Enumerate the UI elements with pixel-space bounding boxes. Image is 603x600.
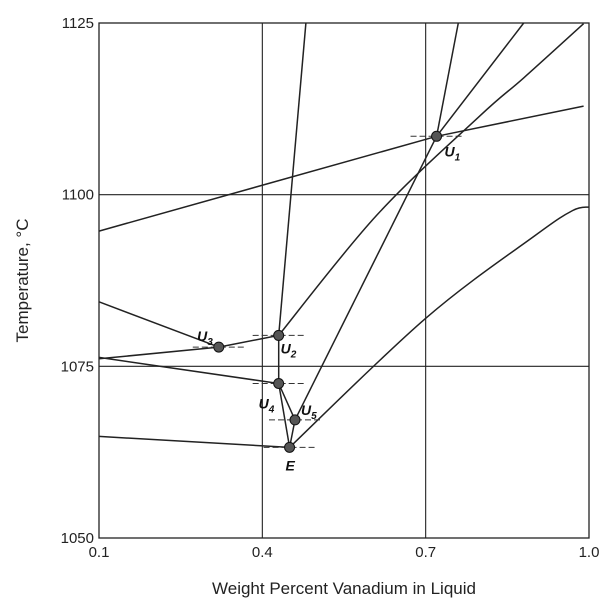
phase-boundary-curve: [98, 435, 290, 449]
invariant-point-label: U3: [197, 328, 213, 348]
y-tick-label: 1075: [61, 358, 94, 375]
invariant-point-marker: [213, 341, 225, 353]
point-layer: U1 U2 U3 U4 U5 E: [192, 130, 463, 473]
invariant-point-label: U2: [281, 340, 297, 360]
x-tick-label: 0.4: [252, 544, 273, 561]
phase-boundary-curve: [278, 23, 585, 336]
phase-boundary-curve: [294, 135, 438, 421]
invariant-point-marker: [284, 441, 296, 453]
phase-boundary-curve: [277, 383, 291, 448]
phase-boundary-curve: [277, 22, 307, 336]
y-tick-labels: 1050 1075 1100 1125: [61, 15, 94, 547]
x-tick-label: 1.0: [579, 544, 600, 561]
invariant-point-label: U4: [259, 396, 275, 416]
phase-boundary-curve: [98, 301, 220, 348]
grid-lines: [99, 23, 589, 538]
y-tick-label: 1050: [61, 530, 94, 547]
curve-layer: [98, 22, 590, 449]
invariant-point-marker: [431, 130, 443, 142]
x-tick-label: 0.1: [89, 544, 110, 561]
y-tick-label: 1125: [62, 15, 94, 32]
phase-boundary-curve: [98, 135, 437, 232]
invariant-point-label: U1: [445, 143, 461, 163]
phase-boundary-curve: [289, 206, 590, 448]
x-axis-title: Weight Percent Vanadium in Liquid: [212, 579, 476, 598]
phase-boundary-curve: [98, 356, 279, 385]
invariant-point-label: U5: [301, 402, 317, 422]
plot-frame: [98, 22, 590, 539]
y-tick-label: 1100: [62, 187, 94, 204]
invariant-point-marker: [289, 414, 301, 426]
phase-boundary-curve: [278, 383, 296, 421]
phase-boundary-curve: [436, 22, 525, 137]
invariant-point-marker: [273, 378, 285, 389]
phase-boundary-curve: [98, 346, 219, 360]
x-tick-labels: 0.1 0.4 0.7 1.0: [89, 544, 600, 561]
phase-boundary-curve: [435, 22, 460, 137]
y-axis-title: Temperature, °C: [13, 219, 32, 343]
phase-boundary-curve: [436, 105, 584, 138]
invariant-point-label: E: [286, 457, 296, 473]
invariant-point-marker: [273, 329, 285, 341]
phase-boundary-curve: [218, 334, 279, 348]
x-tick-label: 0.7: [415, 544, 436, 561]
